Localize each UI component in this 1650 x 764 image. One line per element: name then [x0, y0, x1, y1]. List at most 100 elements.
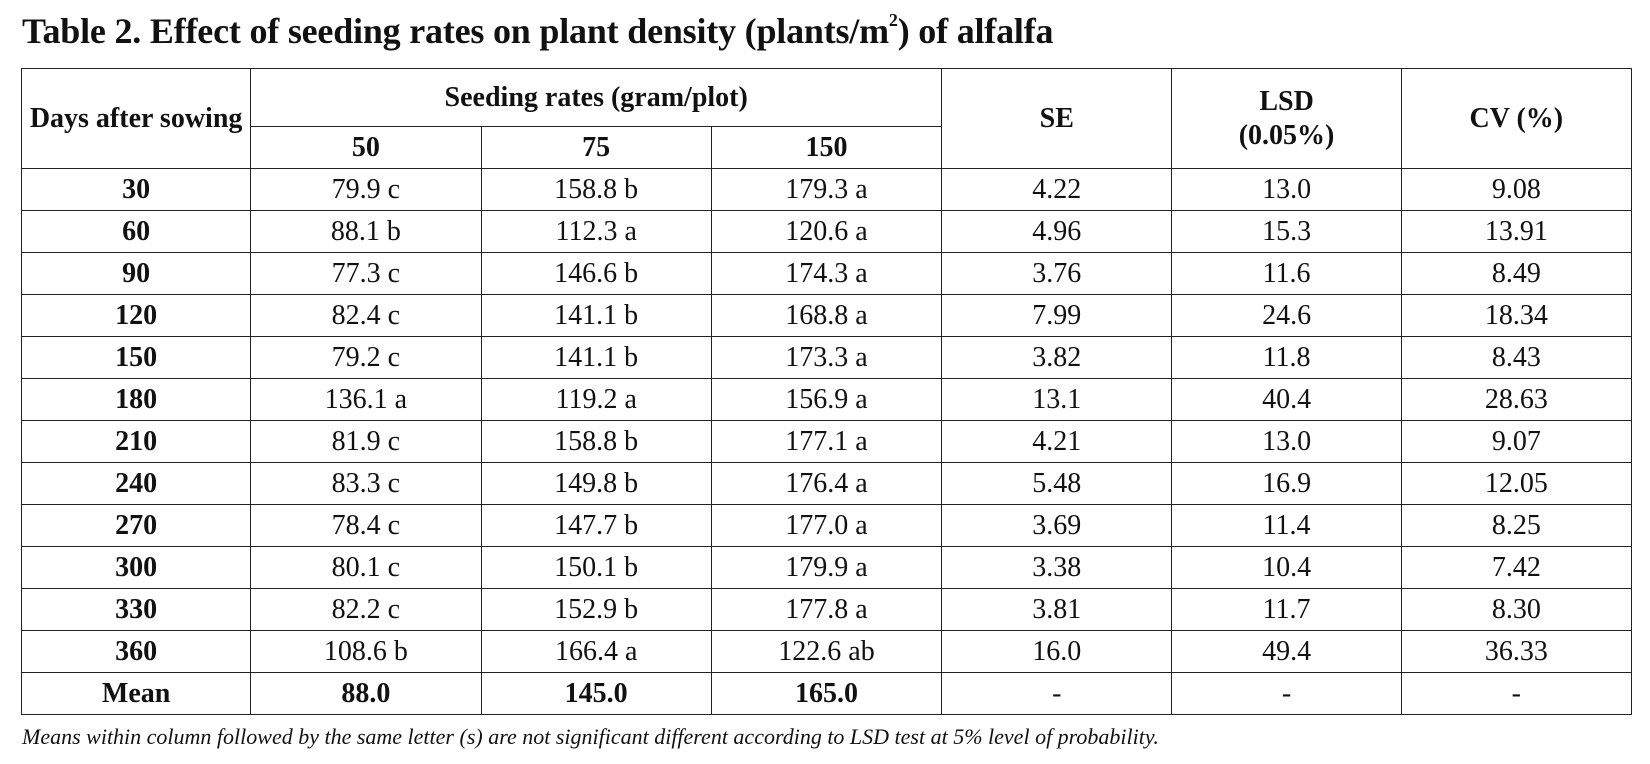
mean-lsd: - [1171, 672, 1402, 715]
cell-day: 120 [20, 294, 252, 337]
cell-rate-75: 158.8 b [480, 168, 712, 211]
cell-day: 240 [20, 462, 252, 505]
mean-rate-150: 165.0 [710, 672, 943, 715]
table-row: 30 79.9 c 158.8 b 179.3 a 4.22 13.0 9.08 [20, 168, 1633, 211]
mean-rate-50: 88.0 [250, 672, 482, 715]
cell-se: 3.82 [941, 336, 1173, 379]
cell-rate-150: 122.6 ab [710, 630, 943, 673]
cell-day: 300 [20, 546, 252, 589]
cell-cv: 36.33 [1400, 630, 1633, 673]
cell-lsd: 13.0 [1171, 420, 1402, 463]
cell-rate-75: 149.8 b [480, 462, 712, 505]
cell-se: 3.76 [941, 252, 1173, 295]
cell-rate-50: 82.2 c [250, 588, 482, 631]
cell-rate-150: 120.6 a [710, 210, 943, 253]
cell-se: 4.96 [941, 210, 1173, 253]
table-title-suffix: ) of alfalfa [897, 11, 1054, 51]
cell-cv: 9.08 [1400, 168, 1633, 211]
table-row: 330 82.2 c 152.9 b 177.8 a 3.81 11.7 8.3… [20, 588, 1633, 631]
cell-rate-75: 152.9 b [480, 588, 712, 631]
cell-day: 330 [20, 588, 252, 631]
cell-rate-150: 179.9 a [710, 546, 943, 589]
cell-lsd: 11.6 [1171, 252, 1402, 295]
cell-rate-75: 119.2 a [480, 378, 712, 421]
cell-day: 60 [20, 210, 252, 253]
cell-rate-150: 168.8 a [710, 294, 943, 337]
cell-se: 3.69 [941, 504, 1173, 547]
cell-day: 270 [20, 504, 252, 547]
cell-rate-150: 156.9 a [710, 378, 943, 421]
header-lsd: LSD (0.05%) [1171, 68, 1402, 169]
cell-cv: 12.05 [1400, 462, 1633, 505]
cell-rate-50: 79.2 c [250, 336, 482, 379]
table-row: 150 79.2 c 141.1 b 173.3 a 3.82 11.8 8.4… [20, 336, 1633, 379]
cell-rate-50: 78.4 c [250, 504, 482, 547]
cell-se: 16.0 [941, 630, 1173, 673]
cell-rate-50: 108.6 b [250, 630, 482, 673]
cell-rate-50: 83.3 c [250, 462, 482, 505]
cell-rate-150: 177.1 a [710, 420, 943, 463]
cell-se: 13.1 [941, 378, 1173, 421]
cell-rate-150: 177.8 a [710, 588, 943, 631]
table-title: Table 2. Effect of seeding rates on plan… [22, 10, 1053, 52]
cell-rate-150: 173.3 a [710, 336, 943, 379]
cell-rate-75: 158.8 b [480, 420, 712, 463]
cell-rate-75: 146.6 b [480, 252, 712, 295]
cell-se: 3.38 [941, 546, 1173, 589]
cell-lsd: 16.9 [1171, 462, 1402, 505]
table-row: 240 83.3 c 149.8 b 176.4 a 5.48 16.9 12.… [20, 462, 1633, 505]
cell-rate-75: 141.1 b [480, 294, 712, 337]
table-header: Days after sowing Seeding rates (gram/pl… [20, 68, 1633, 169]
cell-rate-50: 79.9 c [250, 168, 482, 211]
table-row: 180 136.1 a 119.2 a 156.9 a 13.1 40.4 28… [20, 378, 1633, 421]
cell-lsd: 49.4 [1171, 630, 1402, 673]
table-row: 300 80.1 c 150.1 b 179.9 a 3.38 10.4 7.4… [20, 546, 1633, 589]
header-cv: CV (%) [1400, 68, 1633, 169]
table-row: 270 78.4 c 147.7 b 177.0 a 3.69 11.4 8.2… [20, 504, 1633, 547]
table-body: 30 79.9 c 158.8 b 179.3 a 4.22 13.0 9.08… [20, 168, 1633, 715]
cell-lsd: 11.7 [1171, 588, 1402, 631]
cell-cv: 8.25 [1400, 504, 1633, 547]
cell-day: 90 [20, 252, 252, 295]
cell-rate-50: 136.1 a [250, 378, 482, 421]
cell-rate-50: 88.1 b [250, 210, 482, 253]
cell-cv: 18.34 [1400, 294, 1633, 337]
cell-lsd: 13.0 [1171, 168, 1402, 211]
cell-lsd: 40.4 [1171, 378, 1402, 421]
cell-day: 150 [20, 336, 252, 379]
cell-day: 360 [20, 630, 252, 673]
table-row: 210 81.9 c 158.8 b 177.1 a 4.21 13.0 9.0… [20, 420, 1633, 463]
cell-rate-150: 179.3 a [710, 168, 943, 211]
table-footnote: Means within column followed by the same… [22, 724, 1159, 749]
cell-cv: 13.91 [1400, 210, 1633, 253]
table-title-superscript: 2 [888, 10, 898, 30]
cell-rate-150: 174.3 a [710, 252, 943, 295]
cell-day: 210 [20, 420, 252, 463]
table-row: 120 82.4 c 141.1 b 168.8 a 7.99 24.6 18.… [20, 294, 1633, 337]
mean-label: Mean [20, 672, 252, 715]
cell-day: 30 [20, 168, 252, 211]
data-table: Days after sowing Seeding rates (gram/pl… [20, 68, 1633, 715]
table-row: 360 108.6 b 166.4 a 122.6 ab 16.0 49.4 3… [20, 630, 1633, 673]
table-row: 60 88.1 b 112.3 a 120.6 a 4.96 15.3 13.9… [20, 210, 1633, 253]
cell-rate-75: 150.1 b [480, 546, 712, 589]
cell-lsd: 11.8 [1171, 336, 1402, 379]
mean-cv: - [1400, 672, 1633, 715]
header-rate-150: 150 [710, 126, 943, 169]
cell-rate-150: 177.0 a [710, 504, 943, 547]
cell-rate-50: 82.4 c [250, 294, 482, 337]
cell-rate-75: 112.3 a [480, 210, 712, 253]
header-rate-75: 75 [480, 126, 712, 169]
table-title-text: Table 2. Effect of seeding rates on plan… [22, 11, 889, 51]
mean-row: Mean 88.0 145.0 165.0 - - - [20, 672, 1633, 715]
header-days-after-sowing: Days after sowing [20, 68, 252, 169]
cell-cv: 7.42 [1400, 546, 1633, 589]
cell-se: 4.21 [941, 420, 1173, 463]
cell-rate-75: 166.4 a [480, 630, 712, 673]
cell-se: 3.81 [941, 588, 1173, 631]
cell-cv: 8.43 [1400, 336, 1633, 379]
cell-rate-75: 141.1 b [480, 336, 712, 379]
cell-cv: 8.49 [1400, 252, 1633, 295]
cell-se: 4.22 [941, 168, 1173, 211]
cell-cv: 8.30 [1400, 588, 1633, 631]
